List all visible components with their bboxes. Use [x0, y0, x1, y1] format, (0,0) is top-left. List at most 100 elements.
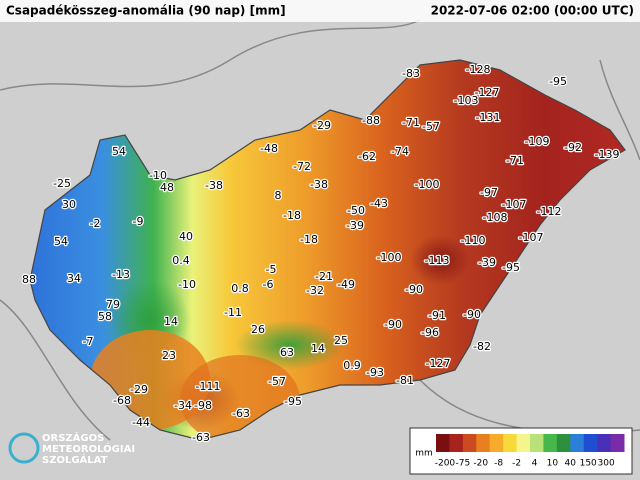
station-value: -57 [422, 120, 440, 133]
station-value: -113 [425, 254, 450, 267]
station-value: -29 [313, 119, 331, 132]
station-value: 48 [160, 181, 174, 194]
legend-swatch [583, 434, 598, 452]
station-value: -88 [362, 114, 380, 127]
station-value: -96 [421, 326, 439, 339]
legend-swatch [462, 434, 477, 452]
station-value: 54 [112, 145, 126, 158]
station-value: -13 [112, 268, 130, 281]
station-value: 8 [275, 189, 282, 202]
station-value: -110 [461, 234, 486, 247]
station-value: 34 [67, 272, 81, 285]
legend-label: 40 [565, 459, 577, 469]
legend-swatch [570, 434, 585, 452]
station-value: -95 [502, 261, 520, 274]
station-value: -82 [473, 340, 491, 353]
station-value: -10 [149, 169, 167, 182]
station-value: -2 [90, 217, 101, 230]
station-value: 40 [179, 230, 193, 243]
station-value: 0.8 [231, 282, 249, 295]
station-value: 0.4 [172, 254, 190, 267]
station-value: -39 [478, 256, 496, 269]
station-value: -107 [502, 198, 527, 211]
logo-text: METEOROLÓGIAI [42, 442, 135, 455]
station-value: 63 [280, 346, 294, 359]
legend-unit: mm [415, 449, 433, 459]
station-value: 54 [54, 235, 68, 248]
station-value: -112 [537, 205, 562, 218]
timestamp: 2022-07-06 02:00 (00:00 UTC) [431, 4, 634, 18]
station-value: -139 [595, 148, 620, 161]
station-value: -131 [476, 111, 501, 124]
station-value: -18 [300, 233, 318, 246]
station-value: -97 [480, 186, 498, 199]
station-value: -68 [113, 394, 131, 407]
station-value: -29 [130, 383, 148, 396]
station-value: 25 [334, 334, 348, 347]
legend-swatch [556, 434, 571, 452]
station-value: -10 [178, 278, 196, 291]
legend-swatch [543, 434, 558, 452]
station-value: -74 [391, 145, 409, 158]
station-value: -127 [426, 357, 451, 370]
station-value: -128 [466, 63, 491, 76]
station-value: -100 [415, 178, 440, 191]
station-value: -71 [402, 116, 420, 129]
station-value: -107 [519, 231, 544, 244]
station-value: -108 [483, 211, 508, 224]
station-value: -103 [454, 94, 479, 107]
station-value: -38 [310, 178, 328, 191]
station-value: -81 [396, 374, 414, 387]
station-value: -25 [53, 177, 71, 190]
station-value: -50 [347, 204, 365, 217]
station-value: 26 [251, 323, 265, 336]
station-value: 0.9 [343, 359, 361, 372]
station-value: -11 [224, 306, 242, 319]
station-value: 14 [164, 315, 178, 328]
legend-label: -200 [435, 459, 456, 469]
station-value: -32 [306, 284, 324, 297]
station-value: -5 [266, 263, 277, 276]
station-value: 79 [106, 298, 120, 311]
station-value: -48 [260, 142, 278, 155]
logo-text: SZOLGÁLAT [42, 453, 108, 466]
station-value: -57 [268, 375, 286, 388]
header-bar [0, 0, 640, 22]
station-value: -92 [564, 141, 582, 154]
station-value: 14 [311, 342, 325, 355]
labels: -83 -128-95-103-127-131-29 -88 -71 -57-48-72… [21, 62, 621, 446]
station-value: -100 [377, 251, 402, 264]
legend-swatch [503, 434, 518, 452]
station-value: -44 [132, 416, 150, 429]
station-value: -93 [366, 366, 384, 379]
station-value: -9 [133, 215, 144, 228]
legend-swatch [476, 434, 491, 452]
station-value: -18 [283, 209, 301, 222]
station-value: 30 [62, 198, 76, 211]
legend-label: -20 [473, 459, 488, 469]
station-value: -43 [370, 197, 388, 210]
legend-label: -2 [512, 459, 521, 469]
legend-label: -75 [456, 459, 471, 469]
station-value: -49 [337, 278, 355, 291]
station-value: -63 [192, 431, 210, 444]
station-value: -21 [315, 270, 333, 283]
station-value: -63 [232, 407, 250, 420]
station-value: -7 [83, 335, 94, 348]
legend-swatch [610, 434, 625, 452]
station-value: -90 [384, 318, 402, 331]
station-value: -62 [358, 150, 376, 163]
station-value: -109 [525, 135, 550, 148]
station-value: -98 [194, 399, 212, 412]
legend-label: 4 [532, 459, 538, 469]
legend-label: 300 [598, 459, 615, 469]
legend-swatch [530, 434, 544, 452]
logo-icon [8, 432, 40, 464]
station-value: -111 [196, 380, 221, 393]
station-value: -6 [263, 278, 274, 291]
legend-swatch [449, 434, 464, 452]
station-value: -127 [475, 86, 500, 99]
station-value: -83 [402, 67, 420, 80]
station-value: -90 [405, 283, 423, 296]
